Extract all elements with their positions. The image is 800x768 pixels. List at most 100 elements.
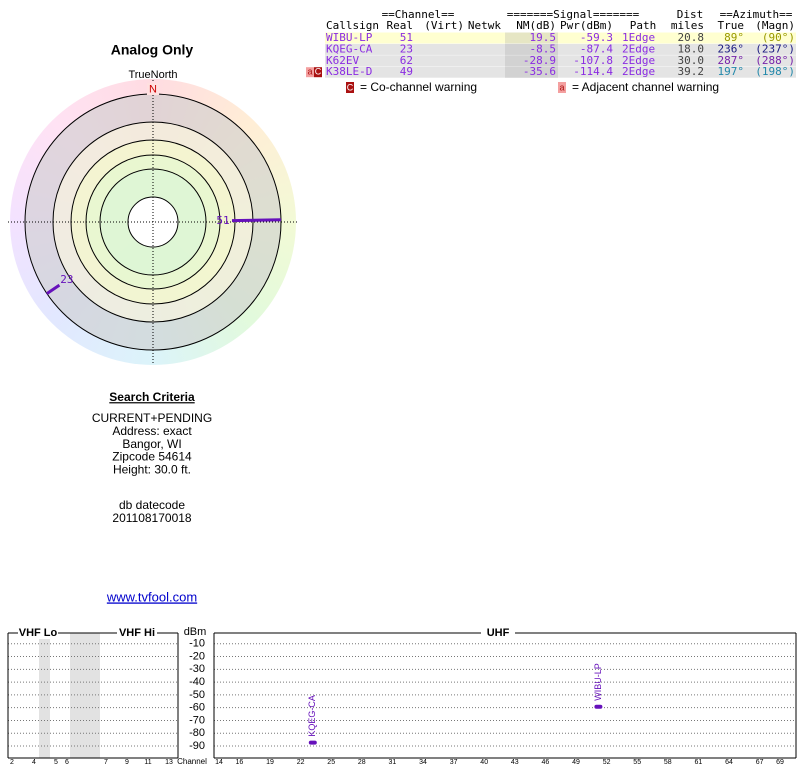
y-tick-label: -40 [189, 676, 205, 688]
site-link[interactable]: www.tvfool.com [106, 589, 197, 604]
cell-azimuth-true: 89° [724, 31, 744, 44]
azimuth-channel-label: 23 [60, 273, 73, 286]
warning-icon [314, 67, 322, 78]
x-tick-label: 22 [297, 759, 305, 766]
group-header: ==Azimuth== [720, 8, 793, 21]
north-label: TrueNorth [128, 69, 177, 81]
group-header: Dist [677, 8, 704, 21]
cell-path: 2Edge [622, 42, 655, 55]
nm-cell-background [505, 66, 558, 78]
column-header: Path [630, 19, 657, 32]
cell-azimuth-magn: (90°) [762, 31, 795, 44]
cell-callsign: KQEG-CA [326, 42, 373, 55]
column-header: Netwk [468, 19, 501, 32]
cell-path: 2Edge [622, 65, 655, 78]
row-background [325, 55, 796, 67]
criteria-line: Height: 30.0 ft. [113, 462, 191, 476]
x-tick-label: 55 [633, 759, 641, 766]
x-tick-label: 34 [419, 759, 427, 766]
cell-callsign: K62EV [326, 54, 359, 67]
compass-n: N [149, 83, 157, 95]
warning-symbol: a [307, 67, 312, 77]
x-tick-label: 14 [215, 759, 223, 766]
y-tick-label: -60 [189, 702, 205, 714]
x-tick-label: 64 [725, 759, 733, 766]
legend-symbol: a [559, 82, 564, 92]
signal-label: KQEG-CA [307, 695, 317, 737]
y-tick-label: -90 [189, 740, 205, 752]
y-tick-label: -70 [189, 714, 205, 726]
compass-box [147, 83, 159, 95]
x-tick-label: 11 [144, 759, 151, 766]
y-tick-label: -80 [189, 727, 205, 739]
group-header: =======Signal======= [507, 8, 640, 21]
criteria-line: Bangor, WI [122, 437, 181, 451]
section-label: UHF [487, 627, 510, 639]
column-header: Real [387, 19, 414, 32]
section-label: VHF Lo [19, 627, 58, 639]
datecode-label: db datecode [119, 498, 185, 512]
datecode: 201108170018 [112, 511, 192, 525]
x-tick-label: 5 [54, 759, 58, 766]
x-tick-label: 46 [542, 759, 550, 766]
legend-symbol: C [347, 82, 354, 92]
criteria-title: Search Criteria [109, 390, 195, 404]
criteria-line: Zipcode 54614 [112, 450, 192, 464]
x-tick-label: 9 [125, 759, 129, 766]
x-tick-label: 16 [236, 759, 244, 766]
column-header: (Virt) [424, 19, 464, 32]
cell-dist: 30.0 [678, 54, 705, 67]
x-tick-label: 13 [165, 759, 173, 766]
x-tick-label: 52 [603, 759, 611, 766]
x-tick-label: 49 [572, 759, 580, 766]
cell-nm: -28.9 [523, 54, 556, 67]
cell-dist: 39.2 [678, 65, 705, 78]
x-tick-label: 19 [266, 759, 274, 766]
azimuth-mark [46, 283, 61, 295]
x-tick-label: 31 [389, 759, 397, 766]
cell-nm: -35.6 [523, 65, 556, 78]
signal-mark [308, 740, 317, 745]
x-tick-label: 69 [776, 759, 784, 766]
x-tick-label: 6 [65, 759, 69, 766]
group-header: ==Channel== [382, 8, 455, 21]
cell-real: 51 [400, 31, 413, 44]
warning-symbol: C [315, 67, 322, 77]
cell-azimuth-true: 236° [718, 42, 745, 55]
y-tick-label: -30 [189, 663, 205, 675]
x-tick-label: 58 [664, 759, 672, 766]
row-background [325, 66, 796, 78]
y-tick-label: -10 [189, 638, 205, 650]
nm-cell-background [505, 32, 558, 44]
nm-cell-background [505, 55, 558, 67]
cell-path: 1Edge [622, 31, 655, 44]
column-header: (Magn) [755, 19, 795, 32]
column-header: NM(dB) [516, 19, 556, 32]
column-header: Pwr(dBm) [560, 19, 613, 32]
cell-callsign: K38LE-D [326, 65, 372, 78]
signal-mark [594, 704, 603, 709]
x-tick-label: 43 [511, 759, 519, 766]
legend-icon [346, 82, 354, 93]
y-axis-label: dBm [184, 626, 207, 638]
column-header: miles [671, 19, 704, 32]
x-tick-label: 28 [358, 759, 366, 766]
cell-dist: 20.8 [678, 31, 705, 44]
x-tick-label: 61 [695, 759, 703, 766]
legend-icon [558, 82, 566, 93]
column-header: True [718, 19, 745, 32]
x-tick-label: 2 [10, 759, 14, 766]
nm-cell-background [505, 43, 558, 55]
row-background [325, 43, 796, 55]
cell-nm: 19.5 [530, 31, 557, 44]
cell-real: 23 [400, 42, 413, 55]
azimuth-mark [231, 218, 282, 223]
cell-nm: -8.5 [530, 42, 557, 55]
cell-pwr: -87.4 [580, 42, 613, 55]
cell-pwr: -114.4 [573, 65, 613, 78]
x-tick-label: 4 [32, 759, 36, 766]
x-tick-label: 25 [327, 759, 335, 766]
y-tick-label: -50 [189, 689, 205, 701]
